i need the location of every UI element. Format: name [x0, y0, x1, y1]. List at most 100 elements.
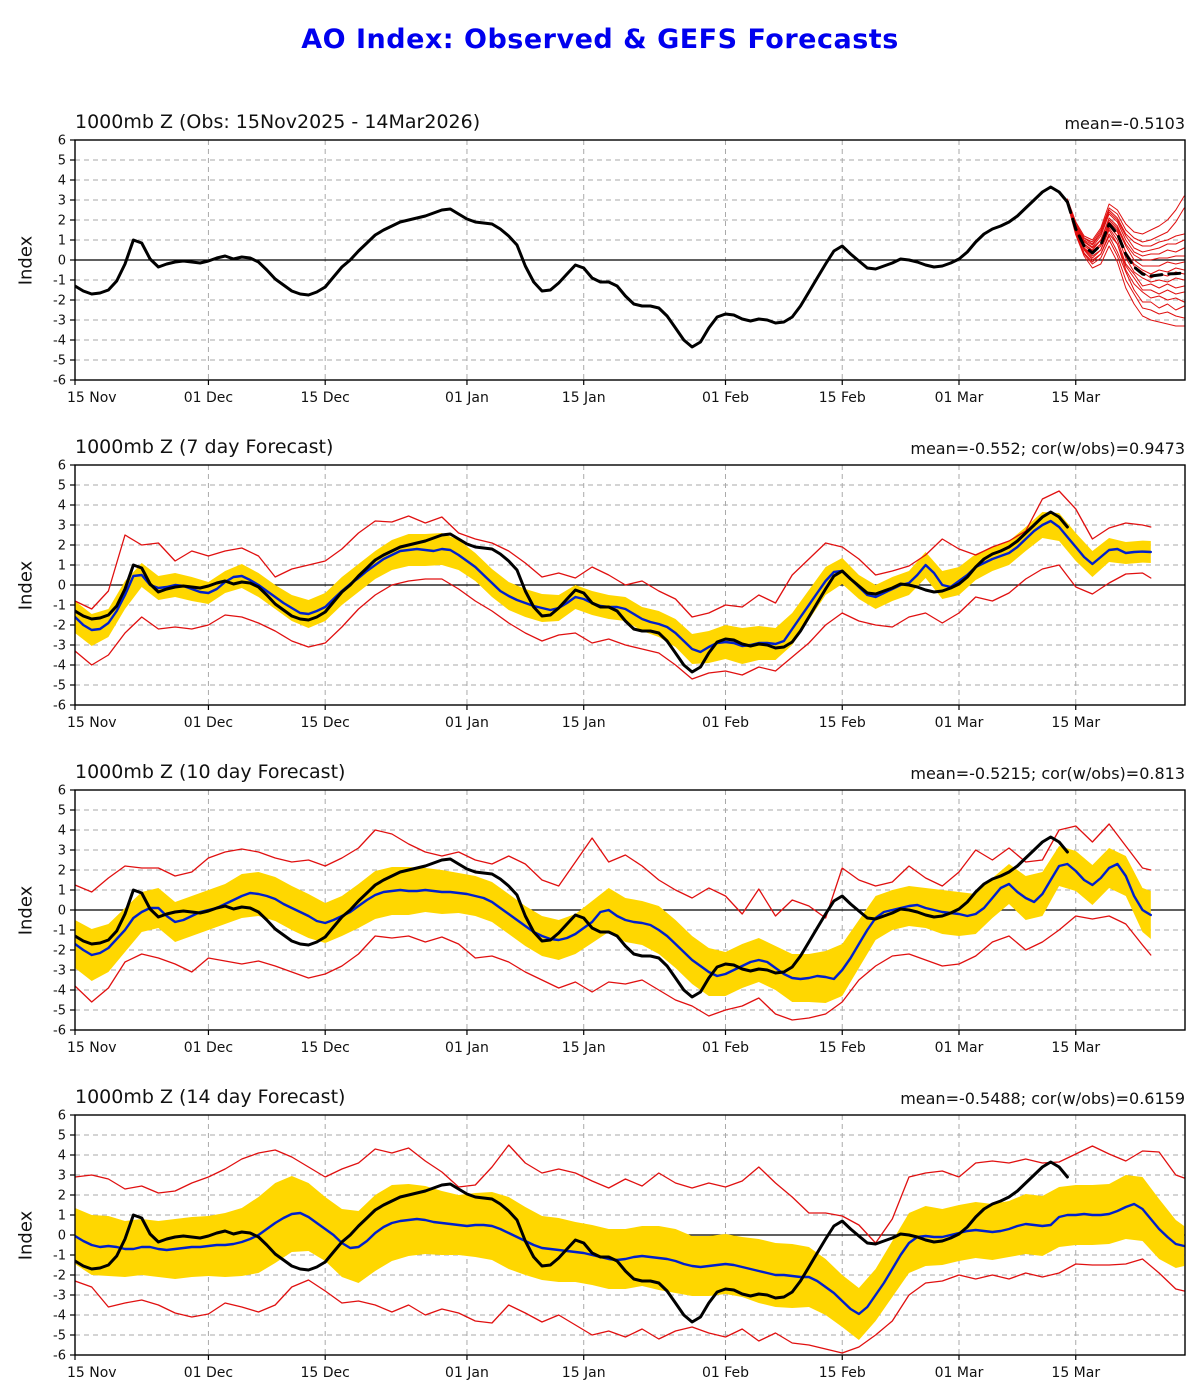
- y-tick-label: 2: [58, 1189, 66, 1204]
- y-tick-label: 6: [58, 1109, 66, 1124]
- ensemble-member-line: [1066, 199, 1185, 253]
- x-tick-label: 01 Dec: [184, 390, 233, 406]
- x-tick-label: 01 Jan: [445, 1365, 489, 1381]
- x-tick-label: 15 Mar: [1051, 715, 1100, 731]
- y-tick-label: -6: [53, 1024, 66, 1039]
- y-tick-label: -1: [53, 599, 66, 614]
- x-tick-label: 01 Mar: [935, 715, 984, 731]
- x-tick-label: 15 Feb: [819, 390, 866, 406]
- y-tick-label: -2: [53, 944, 66, 959]
- y-tick-label: -5: [53, 1004, 66, 1019]
- panel-2-x-ticks: 15 Nov 01 Dec 15 Dec 01 Jan 15 Jan 01 Feb 15 F…: [67, 705, 1100, 731]
- panel-3-stats: mean=-0.5215; cor(w/obs)=0.813: [910, 764, 1185, 783]
- panel-3-title: 1000mb Z (10 day Forecast): [75, 761, 346, 783]
- observed-line: [75, 835, 1069, 999]
- y-tick-label: -5: [53, 1329, 66, 1344]
- envelope-min-line: [75, 564, 1152, 680]
- y-tick-label: 3: [58, 844, 66, 859]
- envelope-max-line: [75, 1144, 1185, 1244]
- y-tick-label: -4: [53, 984, 66, 999]
- y-tick-label: -1: [53, 924, 66, 939]
- x-tick-label: 01 Jan: [445, 715, 489, 731]
- y-tick-label: 3: [58, 519, 66, 534]
- y-tick-label: -4: [53, 659, 66, 674]
- x-tick-label: 01 Feb: [702, 1365, 749, 1381]
- y-tick-label: -4: [53, 334, 66, 349]
- y-tick-label: 4: [58, 499, 66, 514]
- x-tick-label: 01 Mar: [935, 390, 984, 406]
- y-tick-label: 6: [58, 134, 66, 149]
- x-tick-label: 15 Mar: [1051, 1040, 1100, 1056]
- y-tick-label: 4: [58, 1149, 66, 1164]
- y-tick-label: 6: [58, 459, 66, 474]
- panel-2-stats: mean=-0.552; cor(w/obs)=0.9473: [910, 439, 1185, 458]
- x-tick-label: 15 Feb: [819, 1365, 866, 1381]
- y-tick-label: -6: [53, 1349, 66, 1364]
- y-tick-label: 3: [58, 194, 66, 209]
- x-tick-label: 01 Jan: [445, 1040, 489, 1056]
- y-tick-label: 5: [58, 1129, 66, 1144]
- y-tick-label: 5: [58, 154, 66, 169]
- panel-1-stats: mean=-0.5103: [1064, 114, 1185, 133]
- observed-line: [75, 185, 1069, 349]
- x-tick-label: 01 Feb: [702, 390, 749, 406]
- ensemble-member-line: [1066, 200, 1185, 283]
- panel-2-title: 1000mb Z (7 day Forecast): [75, 436, 334, 458]
- x-tick-label: 15 Jan: [562, 1040, 606, 1056]
- x-tick-label: 01 Mar: [935, 1365, 984, 1381]
- ensemble-member-line: [1066, 201, 1185, 295]
- x-tick-label: 15 Jan: [562, 715, 606, 731]
- x-tick-label: 15 Jan: [562, 390, 606, 406]
- x-tick-label: 15 Nov: [67, 1365, 117, 1381]
- y-tick-label: -6: [53, 699, 66, 714]
- y-tick-label: 4: [58, 174, 66, 189]
- panel-1-title: 1000mb Z (Obs: 15Nov2025 - 14Mar2026): [75, 111, 481, 133]
- observed-line: [75, 1160, 1069, 1324]
- ensemble-member-line: [1066, 199, 1185, 243]
- ensemble-member-line: [1066, 200, 1185, 261]
- y-tick-label: 0: [58, 254, 66, 269]
- panel-4-x-ticks: 15 Nov 01 Dec 15 Dec 01 Jan 15 Jan 01 Feb 15 F…: [67, 1355, 1100, 1381]
- panel-3: 6 5 4 3 2 1 0 -1 -2 -3 -4 -5 -615 Nov 01 Dec 15 Dec 01 …: [53, 784, 1186, 1056]
- ensemble-member-line: [1066, 200, 1185, 289]
- y-tick-label: -6: [53, 374, 66, 389]
- x-tick-label: 01 Jan: [445, 390, 489, 406]
- panel-4-y-ticks: 6 5 4 3 2 1 0 -1 -2 -3 -4 -5 -6: [53, 1109, 75, 1364]
- y-tick-label: -2: [53, 619, 66, 634]
- y-tick-label: 3: [58, 1169, 66, 1184]
- x-tick-label: 15 Mar: [1051, 1365, 1100, 1381]
- x-tick-label: 15 Feb: [819, 715, 866, 731]
- spread-band: [75, 512, 1151, 664]
- panel-1-y-ticks: 6 5 4 3 2 1 0 -1 -2 -3 -4 -5 -6: [53, 134, 75, 389]
- y-tick-label: 1: [58, 884, 66, 899]
- ensemble-member-line: [1066, 202, 1185, 319]
- x-tick-label: 15 Dec: [301, 1365, 350, 1381]
- x-tick-label: 15 Mar: [1051, 390, 1100, 406]
- ensemble-member-line: [1066, 202, 1185, 327]
- page-title: AO Index: Observed & GEFS Forecasts: [301, 24, 899, 55]
- y-tick-label: -5: [53, 679, 66, 694]
- y-tick-label: -2: [53, 294, 66, 309]
- y-tick-label: 5: [58, 479, 66, 494]
- y-tick-label: -2: [53, 1269, 66, 1284]
- y-tick-label: 1: [58, 559, 66, 574]
- y-tick-label: -3: [53, 1289, 66, 1304]
- panel-3-x-ticks: 15 Nov 01 Dec 15 Dec 01 Jan 15 Jan 01 Feb 15 F…: [67, 1030, 1100, 1056]
- panel-4-stats: mean=-0.5488; cor(w/obs)=0.6159: [900, 1089, 1185, 1108]
- x-tick-label: 15 Dec: [301, 715, 350, 731]
- panel-2-y-ticks: 6 5 4 3 2 1 0 -1 -2 -3 -4 -5 -6: [53, 459, 75, 714]
- x-tick-label: 01 Mar: [935, 1040, 984, 1056]
- ensemble-mean-line: [1065, 200, 1185, 278]
- x-tick-label: 15 Dec: [301, 1040, 350, 1056]
- y-tick-label: -1: [53, 1249, 66, 1264]
- panel-2: 6 5 4 3 2 1 0 -1 -2 -3 -4 -5 -615 Nov 01 Dec 15 Dec 01 …: [53, 459, 1186, 731]
- x-tick-label: 15 Nov: [67, 390, 117, 406]
- spread-band: [75, 846, 1151, 1003]
- x-tick-label: 15 Jan: [562, 1365, 606, 1381]
- x-tick-label: 01 Feb: [702, 715, 749, 731]
- x-tick-label: 15 Nov: [67, 1040, 117, 1056]
- panel-2-gridlines: [75, 465, 1185, 705]
- y-tick-label: 5: [58, 804, 66, 819]
- panel-4: 6 5 4 3 2 1 0 -1 -2 -3 -4 -5 -615 Nov 01 Dec 15 Dec 01 …: [53, 1109, 1186, 1381]
